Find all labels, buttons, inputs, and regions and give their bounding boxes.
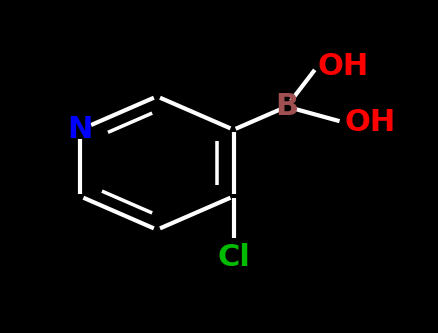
Text: OH: OH: [317, 52, 367, 81]
Text: Cl: Cl: [217, 242, 249, 271]
Text: OH: OH: [343, 108, 395, 137]
Text: B: B: [274, 92, 297, 121]
Text: N: N: [67, 115, 93, 144]
